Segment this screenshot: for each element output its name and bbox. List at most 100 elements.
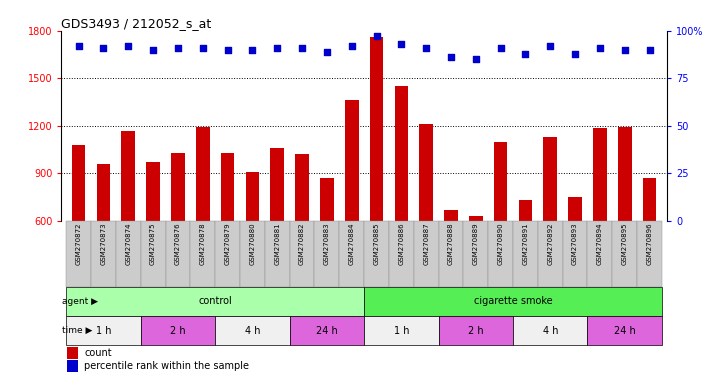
Bar [72, 145, 86, 221]
Bar [265, 221, 290, 286]
Point [197, 45, 208, 51]
Point [147, 47, 159, 53]
Bar [67, 360, 79, 372]
Point [396, 41, 407, 47]
Text: GSM270886: GSM270886 [398, 222, 404, 265]
Text: GSM270888: GSM270888 [448, 222, 454, 265]
Text: cigarette smoke: cigarette smoke [474, 296, 552, 306]
Point [172, 45, 184, 51]
Text: GSM270875: GSM270875 [150, 222, 156, 265]
Bar [469, 216, 482, 221]
Text: 1 h: 1 h [394, 326, 409, 336]
Bar [420, 124, 433, 221]
Text: 4 h: 4 h [542, 326, 558, 336]
Point [346, 43, 358, 49]
Bar [464, 221, 488, 286]
Bar [394, 86, 408, 221]
Text: GSM270882: GSM270882 [299, 222, 305, 265]
Text: GSM270896: GSM270896 [647, 222, 653, 265]
Point [123, 43, 134, 49]
Bar [171, 153, 185, 221]
Bar [121, 131, 135, 221]
Bar [314, 221, 340, 286]
Point [371, 33, 382, 40]
Bar [91, 221, 116, 286]
Bar [190, 221, 215, 286]
Text: GSM270889: GSM270889 [473, 222, 479, 265]
Bar [562, 221, 588, 286]
Point [619, 47, 630, 53]
Bar [612, 221, 637, 286]
Text: GSM270872: GSM270872 [76, 222, 81, 265]
Text: GSM270894: GSM270894 [597, 222, 603, 265]
Point [544, 43, 556, 49]
Point [321, 48, 332, 55]
Bar [66, 316, 141, 345]
Text: GSM270883: GSM270883 [324, 222, 330, 265]
Bar [116, 221, 141, 286]
Point [570, 50, 581, 56]
Bar [290, 316, 364, 345]
Bar [215, 221, 240, 286]
Text: 4 h: 4 h [244, 326, 260, 336]
Bar [221, 153, 234, 221]
Bar [67, 348, 79, 359]
Bar [438, 221, 464, 286]
Bar [166, 221, 190, 286]
Bar [642, 178, 656, 221]
Point [272, 45, 283, 51]
Text: GSM270873: GSM270873 [100, 222, 107, 265]
Bar [141, 221, 166, 286]
Bar [568, 197, 582, 221]
Point [420, 45, 432, 51]
Text: 2 h: 2 h [170, 326, 186, 336]
Bar [544, 137, 557, 221]
Bar [364, 316, 438, 345]
Bar [414, 221, 438, 286]
Text: GSM270878: GSM270878 [200, 222, 205, 265]
Point [470, 56, 482, 62]
Point [247, 47, 258, 53]
Point [222, 47, 234, 53]
Text: control: control [198, 296, 232, 306]
Bar [513, 316, 588, 345]
Bar [538, 221, 562, 286]
Text: GSM270884: GSM270884 [349, 222, 355, 265]
Text: GSM270880: GSM270880 [249, 222, 255, 265]
Bar [146, 162, 160, 221]
Point [73, 43, 84, 49]
Bar [389, 221, 414, 286]
Text: GSM270874: GSM270874 [125, 222, 131, 265]
Bar [637, 221, 662, 286]
Text: GSM270887: GSM270887 [423, 222, 429, 265]
Text: GSM270891: GSM270891 [523, 222, 528, 265]
Text: GSM270890: GSM270890 [497, 222, 504, 265]
Bar [196, 127, 210, 221]
Bar [295, 154, 309, 221]
Point [445, 54, 456, 60]
Bar [438, 316, 513, 345]
Text: GSM270885: GSM270885 [373, 222, 379, 265]
Point [98, 45, 110, 51]
Text: GSM270892: GSM270892 [547, 222, 553, 265]
Bar [290, 221, 314, 286]
Text: 24 h: 24 h [614, 326, 636, 336]
Bar [270, 148, 284, 221]
Text: agent ▶: agent ▶ [61, 297, 97, 306]
Bar [345, 101, 358, 221]
Bar [518, 200, 532, 221]
Text: GSM270876: GSM270876 [175, 222, 181, 265]
Bar [364, 221, 389, 286]
Bar [370, 37, 384, 221]
Point [495, 45, 506, 51]
Bar [246, 172, 260, 221]
Bar [141, 316, 215, 345]
Text: time ▶: time ▶ [61, 326, 92, 335]
Text: count: count [84, 348, 112, 358]
Point [594, 45, 606, 51]
Bar [66, 221, 91, 286]
Bar [320, 178, 334, 221]
Bar [444, 210, 458, 221]
Bar [494, 142, 508, 221]
Text: 1 h: 1 h [96, 326, 111, 336]
